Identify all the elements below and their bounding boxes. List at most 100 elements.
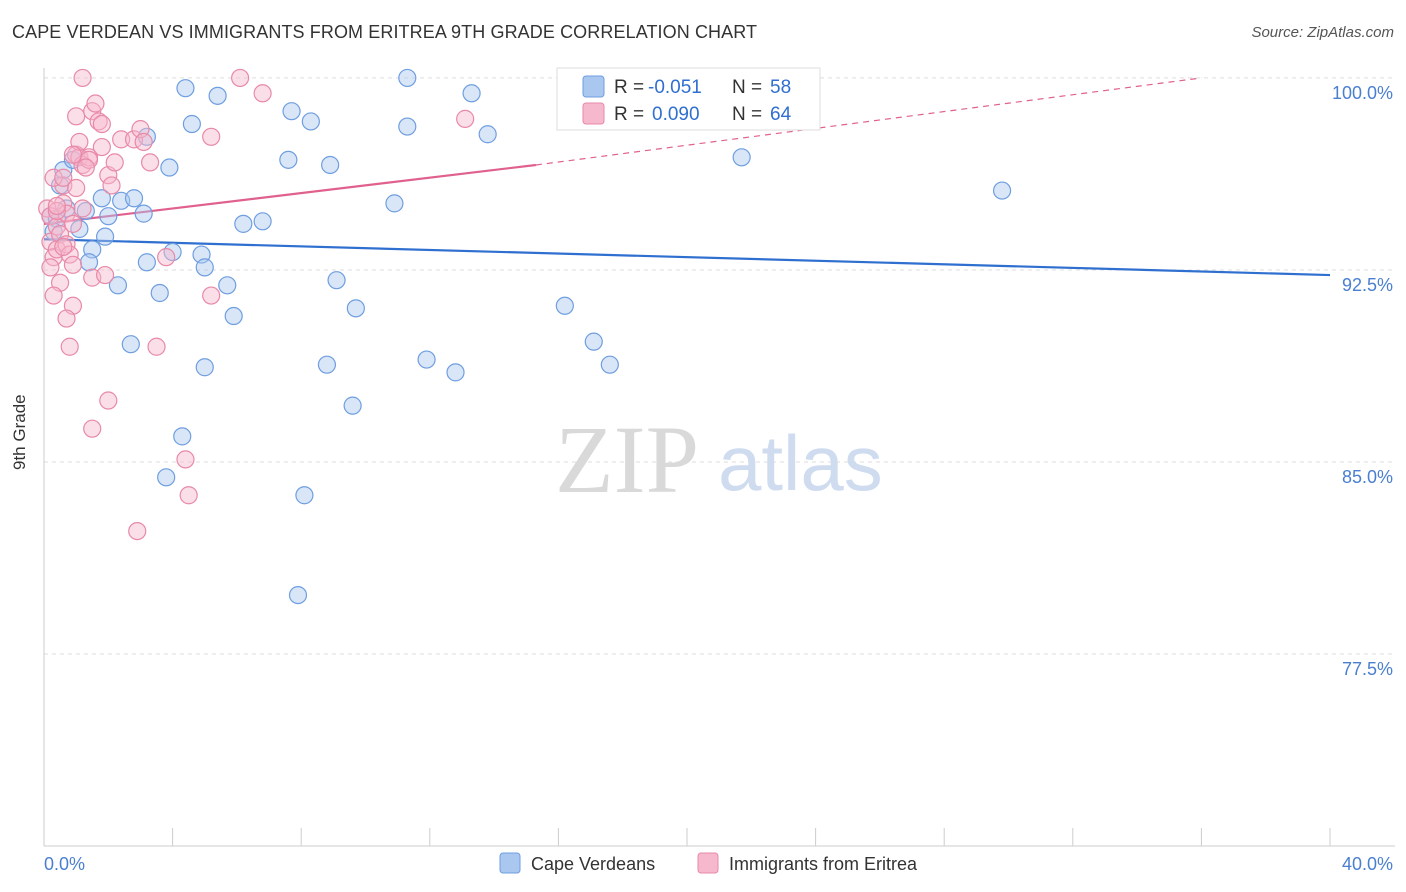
cape-verdean-point-43 — [417, 350, 436, 369]
cape-verdean-point-40 — [385, 194, 404, 213]
cape-verdean-point-39 — [343, 396, 362, 415]
eritrea-point-55 — [202, 286, 221, 305]
legend-r-label-2: R = — [614, 104, 644, 125]
eritrea-point-45 — [456, 109, 475, 128]
eritrea-point-58 — [128, 521, 147, 541]
cape-verdean-point-9 — [92, 189, 111, 208]
eritrea-point-50 — [95, 265, 115, 285]
eritrea-point-59 — [47, 196, 66, 216]
eritrea-point-41 — [140, 153, 160, 172]
cape-verdean-point-21 — [108, 276, 128, 295]
cape-verdean-point-50 — [732, 148, 751, 167]
cape-verdean-point-29 — [218, 276, 237, 295]
eritrea-point-32 — [92, 114, 111, 134]
eritrea-point-51 — [99, 391, 118, 410]
eritrea-point-37 — [112, 130, 131, 149]
cape-verdean-point-30 — [224, 306, 243, 326]
trend-line-eritrea — [43, 163, 537, 225]
tick-labels: 100.0% 92.5% 85.0% 77.5% 0.0% 40.0% — [44, 83, 1393, 874]
eritrea-point-26 — [67, 107, 86, 126]
legend-n-label-2: N = — [732, 104, 762, 125]
cape-verdean-point-52 — [173, 427, 192, 446]
cape-verdean-point-57 — [234, 214, 253, 233]
cape-verdean-point-37 — [317, 355, 337, 374]
eritrea-point-33 — [92, 137, 111, 157]
eritrea-point-54 — [157, 248, 176, 267]
legend-r-value-2: 0.090 — [652, 104, 700, 125]
bottom-legend-swatch-blue — [499, 852, 521, 874]
bottom-legend: Cape Verdeans Immigrants from Eritrea — [499, 852, 918, 874]
eritrea-point-43 — [231, 68, 250, 88]
legend: R = -0.051 N = 58 R = 0.090 N = 64 — [556, 67, 821, 131]
legend-n-label-1: N = — [732, 77, 762, 98]
cape-verdean-point-18 — [182, 114, 201, 134]
y-tick-label-3: 77.5% — [1342, 659, 1393, 679]
y-tick-label-0: 100.0% — [1332, 83, 1393, 103]
eritrea-point-30 — [86, 94, 105, 113]
cape-verdean-point-38 — [346, 299, 365, 318]
eritrea-point-57 — [179, 486, 198, 505]
legend-swatch-pink — [582, 102, 605, 125]
cape-verdean-point-48 — [584, 332, 603, 351]
watermark-atlas: atlas — [718, 419, 883, 507]
cape-verdean-point-7 — [76, 201, 95, 221]
eritrea-point-60 — [54, 237, 73, 256]
cape-verdean-point-41 — [398, 117, 417, 136]
cape-verdean-point-42 — [398, 68, 417, 88]
bottom-legend-label-1: Cape Verdeans — [531, 854, 655, 874]
eritrea-point-9 — [44, 286, 63, 305]
cape-verdean-point-22 — [121, 335, 140, 354]
cape-verdean-point-14 — [134, 204, 153, 223]
cape-verdean-point-20 — [79, 253, 99, 272]
eritrea-point-40 — [134, 132, 153, 152]
eritrea-point-36 — [105, 153, 124, 172]
cape-verdean-point-35 — [321, 155, 340, 175]
chart-title: CAPE VERDEAN VS IMMIGRANTS FROM ERITREA … — [12, 22, 758, 42]
cape-verdean-point-13 — [124, 189, 144, 208]
eritrea-point-21 — [67, 178, 86, 198]
bottom-legend-swatch-pink — [697, 852, 719, 874]
eritrea-point-31 — [89, 112, 108, 131]
cape-verdean-point-34 — [301, 112, 320, 131]
eritrea-point-19 — [44, 168, 63, 187]
cape-verdean-point-16 — [160, 158, 179, 177]
eritrea-point-13 — [57, 235, 76, 254]
eritrea-point-48 — [63, 214, 83, 233]
legend-r-label-1: R = — [614, 77, 644, 98]
axes — [43, 68, 1395, 847]
eritrea-point-46 — [202, 127, 221, 146]
cape-verdean-point-46 — [478, 125, 497, 144]
cape-verdean-point-51 — [992, 181, 1012, 200]
legend-n-value-1: 58 — [770, 77, 791, 98]
cape-verdean-point-17 — [176, 79, 195, 98]
cape-verdean-point-54 — [295, 486, 314, 505]
eritrea-point-56 — [176, 450, 195, 469]
eritrea-point-35 — [102, 176, 121, 195]
y-tick-label-2: 85.0% — [1342, 467, 1393, 487]
cape-verdean-point-10 — [99, 207, 118, 226]
cape-verdean-point-36 — [327, 271, 346, 290]
eritrea-point-62 — [63, 145, 83, 164]
cape-verdean-point-33 — [282, 102, 301, 121]
eritrea-point-52 — [83, 419, 102, 438]
watermark-zip: ZIP — [555, 406, 699, 513]
eritrea-point-42 — [73, 68, 92, 88]
eritrea-point-18 — [60, 337, 79, 356]
cape-verdean-point-47 — [555, 296, 574, 315]
eritrea-point-47 — [47, 201, 66, 221]
gridlines — [44, 77, 1395, 655]
trend-lines — [43, 77, 1331, 277]
cape-verdean-point-45 — [462, 84, 481, 103]
cape-verdean-point-24 — [150, 283, 169, 303]
cape-verdean-point-44 — [446, 363, 465, 382]
x-tick-label-min: 0.0% — [44, 854, 85, 874]
eritrea-point-15 — [63, 255, 83, 274]
x-tick-label-max: 40.0% — [1342, 854, 1393, 874]
cape-verdean-point-19 — [208, 86, 227, 105]
eritrea-point-44 — [253, 84, 272, 103]
bottom-legend-label-2: Immigrants from Eritrea — [729, 854, 918, 874]
eritrea-point-17 — [57, 309, 76, 328]
cape-verdean-point-23 — [137, 253, 156, 272]
legend-swatch-blue — [582, 75, 605, 98]
